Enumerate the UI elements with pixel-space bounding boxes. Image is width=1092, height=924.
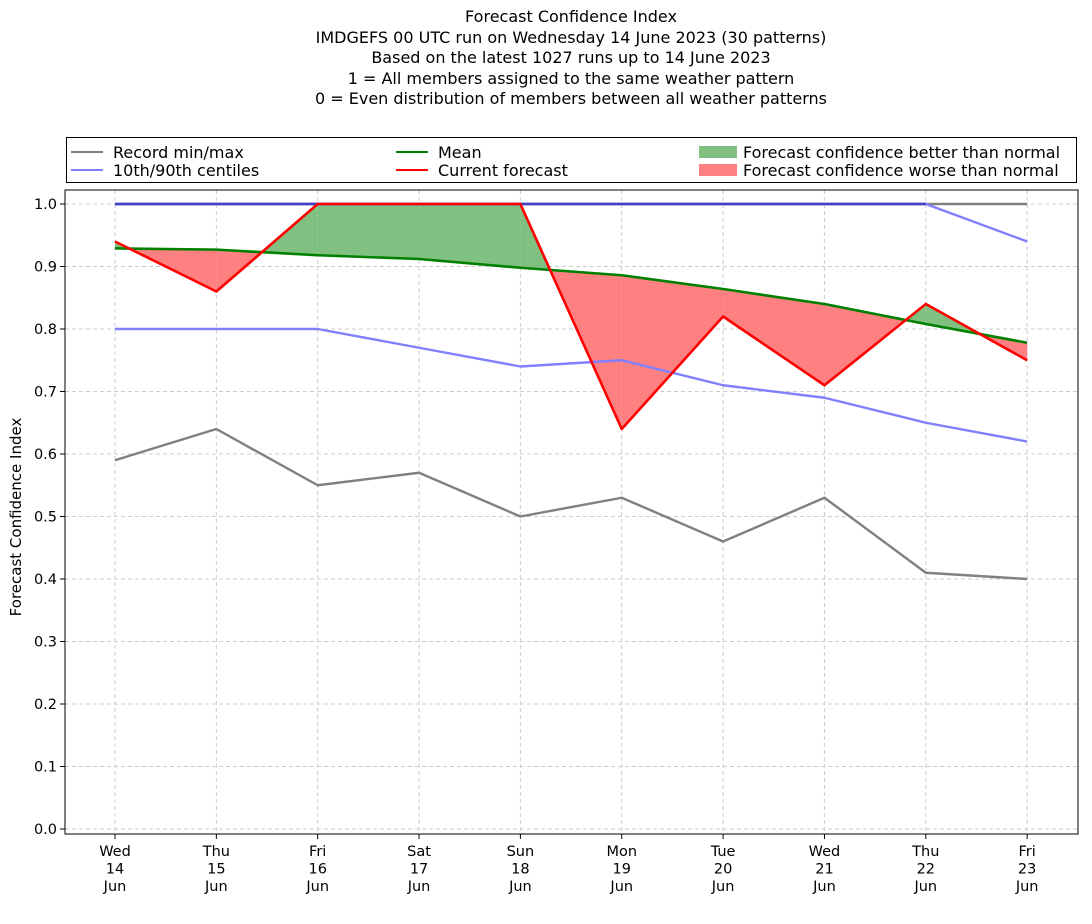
x-tick-label: Wed 14 Jun: [99, 844, 131, 895]
fill-better: [317, 204, 420, 259]
legend-swatch-better: [699, 146, 737, 158]
y-tick-label: 0.1: [34, 760, 57, 776]
y-tick-label: 0.4: [34, 572, 57, 588]
chart-subtitle-basis: Based on the latest 1027 runs up to 14 J…: [371, 48, 771, 67]
x-tick-label-line: Wed: [99, 844, 131, 860]
x-tick-label: Fri 23 Jun: [1015, 844, 1039, 895]
chart-subtitle-run: IMDGEFS 00 UTC run on Wednesday 14 June …: [315, 27, 827, 47]
series-line-record-min: [114, 427, 1028, 581]
fill-worse: [824, 304, 906, 386]
x-tick-label: Tue 20 Jun: [710, 844, 736, 895]
x-tick-label-line: 17: [410, 862, 428, 878]
x-tick-label-line: Thu: [202, 844, 230, 860]
x-tick-label: Fri 16 Jun: [305, 844, 329, 895]
chart-title: Forecast Confidence Index: [465, 7, 677, 26]
series-line-p10: [115, 327, 1028, 443]
chart-title-block: Forecast Confidence Index IMDGEFS 00 UTC…: [0, 7, 1092, 110]
x-tick-label-line: 20: [714, 862, 732, 878]
fill-worse: [723, 289, 825, 386]
y-tick-label: 0.7: [34, 385, 57, 401]
x-tick-label-line: Jun: [305, 879, 329, 895]
x-tick-label-line: 23: [1018, 862, 1036, 878]
x-tick-label: Sat 17 Jun: [407, 844, 432, 895]
x-tick-label-line: Fri: [309, 844, 326, 860]
x-tick-label: Mon 19 Jun: [606, 844, 637, 895]
legend-label-centiles: 10th/90th centiles: [113, 160, 260, 180]
y-tick-label: 1.0: [34, 197, 57, 213]
legend-swatch-record: [71, 151, 103, 153]
x-tick-label-line: Wed: [809, 844, 841, 860]
chart-subtitle-scale-min: 0 = Even distribution of members between…: [314, 89, 828, 108]
x-tick-label-line: Jun: [103, 879, 127, 895]
x-tick-label: Thu 22 Jun: [911, 844, 939, 895]
fill-worse: [621, 275, 724, 429]
series-line-p90: [115, 202, 1028, 243]
x-tick-label-line: Jun: [407, 879, 431, 895]
y-tick-label: 0.0: [34, 822, 57, 838]
y-tick-label: 0.5: [34, 510, 57, 526]
legend-swatch-current: [396, 169, 428, 171]
x-tick-label-line: Jun: [711, 879, 735, 895]
x-tick-label-line: Jun: [913, 879, 937, 895]
legend-label-better: Forecast confidence better than normal: [743, 142, 1061, 162]
legend-item-worse: Forecast confidence worse than normal: [699, 160, 1059, 180]
legend-item-current: Current forecast: [396, 160, 568, 180]
chart-legend: Record min/max 10th/90th centiles Mean C…: [66, 137, 1077, 183]
x-tick-label-line: Jun: [508, 879, 532, 895]
fill-better: [419, 204, 521, 268]
x-tick-label-line: Sat: [407, 844, 431, 860]
legend-label-worse: Forecast confidence worse than normal: [743, 160, 1059, 180]
legend-label-mean: Mean: [438, 142, 482, 162]
series-line-current: [114, 202, 1028, 431]
x-tick-label-line: Mon: [606, 844, 637, 860]
x-tick-label: Thu 15 Jun: [202, 844, 230, 895]
x-tick-label-line: Jun: [609, 879, 633, 895]
legend-swatch-mean: [396, 151, 428, 153]
x-tick-label-line: Tue: [710, 844, 736, 860]
legend-swatch-centiles: [71, 169, 103, 171]
x-tick-label-line: 18: [511, 862, 529, 878]
x-tick-label-line: 16: [308, 862, 326, 878]
x-tick-label-line: 22: [917, 862, 935, 878]
legend-swatch-worse: [699, 164, 737, 176]
y-tick-label: 0.2: [34, 697, 57, 713]
y-tick-label: 0.9: [34, 260, 57, 276]
x-tick-label-line: Sun: [507, 844, 535, 860]
x-tick-label-line: 19: [613, 862, 631, 878]
y-tick-label: 0.8: [34, 322, 57, 338]
chart-subtitle-scale-max: 1 = All members assigned to the same wea…: [347, 68, 795, 88]
legend-label-record: Record min/max: [113, 142, 244, 162]
legend-item-mean: Mean: [396, 142, 482, 162]
x-tick-label-line: Fri: [1019, 844, 1036, 860]
x-tick-label-line: 14: [106, 862, 124, 878]
legend-item-record: Record min/max: [71, 142, 244, 162]
y-tick-label: 0.3: [34, 635, 57, 651]
x-tick-label: Sun 18 Jun: [507, 844, 535, 895]
legend-item-centiles: 10th/90th centiles: [71, 160, 260, 180]
x-tick-label-line: Jun: [812, 879, 836, 895]
y-axis-ticks: 0.0 0.1 0.2 0.3 0.4 0.5 0.6 0.7 0.8 0.9 1.0: [34, 197, 65, 838]
legend-label-current: Current forecast: [438, 160, 568, 180]
x-tick-label-line: 15: [207, 862, 225, 878]
x-tick-label-line: Jun: [1015, 879, 1039, 895]
series-lines: [114, 202, 1028, 581]
x-tick-label-line: 21: [815, 862, 833, 878]
series-line-mean: [114, 247, 1028, 345]
x-tick-label: Wed 21 Jun: [809, 844, 841, 895]
legend-item-better: Forecast confidence better than normal: [699, 142, 1061, 162]
x-tick-label-line: Jun: [204, 879, 228, 895]
x-tick-label-line: Thu: [911, 844, 939, 860]
plot-frame: [64, 189, 1079, 835]
y-tick-label: 0.6: [34, 447, 57, 463]
